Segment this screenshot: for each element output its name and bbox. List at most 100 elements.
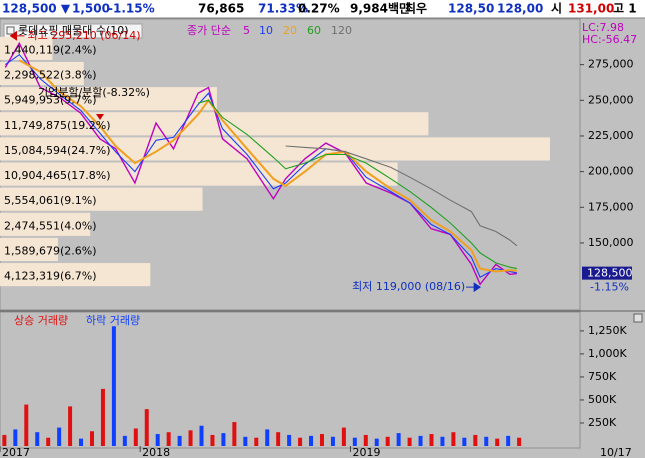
last-price: 128,500 [587, 267, 633, 280]
volume-bar [374, 438, 379, 446]
legend-entry: 상승 거래량 [14, 314, 68, 327]
header-item: 71.33% [258, 2, 308, 16]
y-tick-label: 250,000 [588, 93, 634, 106]
chart-title: 롯데쇼핑 매물대 수(10) [18, 24, 129, 37]
profile-label: 5,554,061(9.1%) [4, 194, 97, 207]
series-line [4, 53, 518, 278]
profile-label: 10,904,465(17.8%) [4, 169, 111, 182]
x-tick-label: 2019 [352, 446, 380, 458]
event-marker [96, 114, 104, 120]
high-marker [9, 30, 25, 41]
legend-entry: 20 [283, 24, 297, 37]
profile-label: 2,298,522(3.8%) [4, 69, 97, 82]
volume-bar [298, 437, 303, 446]
profile-bar [0, 237, 58, 262]
volume-bar [177, 435, 182, 446]
profile-label: 5,949,953(9.7%) [4, 94, 97, 107]
legend-entry: 하락 거래량 [86, 313, 140, 327]
profile-label: 15,084,594(24.7%) [4, 144, 111, 157]
profile-label: 11,749,875(19.2%) [4, 119, 111, 132]
volume-bar [122, 435, 127, 446]
volume-bar [68, 406, 73, 446]
volume-bar [232, 422, 237, 446]
volume-bar [133, 428, 138, 446]
last-price-box [582, 266, 632, 280]
legend-title: 종가 단순 [187, 24, 231, 37]
volume-bar [111, 326, 116, 446]
legend-entry: 60 [307, 24, 321, 37]
volume-bar [385, 436, 390, 446]
series-line [18, 59, 517, 273]
high-label: 최고 295,210 (06/14) [28, 29, 141, 42]
volume-bar [210, 434, 215, 446]
legend-entry: 10 [259, 24, 273, 37]
volume-bar [309, 435, 314, 446]
volume-bar [243, 436, 248, 446]
header: 128,500 ▼ 1,500-1.15% 76,865 71.33%0.27% 9,9… [2, 1, 637, 16]
volume-bar [484, 436, 489, 446]
y-tick-label: 1,250K [588, 324, 627, 337]
event-label: 기업분할/분할(-8.32%) [38, 86, 150, 99]
profile-bar [0, 112, 429, 136]
profile-bar [0, 212, 91, 236]
volume-bar [57, 427, 62, 446]
volume-bar [451, 432, 456, 446]
volume-bar [407, 437, 412, 446]
header-item: 131,00 [568, 2, 614, 16]
volume-bar [319, 434, 324, 446]
series-line [197, 99, 518, 270]
volume-bar [462, 437, 467, 446]
header-item: 128,500 ▼ [2, 2, 71, 16]
profile-label: 1,440,119(2.4%) [4, 43, 97, 56]
volume-bar [46, 437, 51, 446]
title-icon [6, 26, 15, 35]
y-tick-label: 150,000 [588, 236, 634, 249]
volume-bar [166, 432, 171, 446]
volume-bar [418, 435, 423, 446]
volume-bar [473, 434, 478, 446]
legend-entry: 5 [243, 24, 250, 37]
title-box [3, 23, 143, 39]
volume-bar [155, 434, 160, 446]
header-item: 시 [551, 2, 562, 16]
header-item: 최우 [405, 1, 427, 16]
legend-entry: 120 [331, 24, 352, 37]
volume-bar [341, 427, 346, 446]
volume-bar [287, 434, 292, 446]
volume-bar [265, 429, 270, 446]
header-item: 1,500 [72, 2, 110, 16]
header-item: 128,00 [497, 2, 543, 16]
y-tick-label: 275,000 [588, 58, 634, 71]
profile-label: 2,474,551(4.0%) [4, 219, 97, 232]
series-line [4, 41, 517, 286]
y-tick-label: 200,000 [588, 165, 634, 178]
indicator: HC:-56.47 [582, 33, 637, 46]
volume-bar [363, 434, 368, 446]
profile-label: 1,589,679(2.6%) [4, 244, 97, 257]
volume-bar [100, 388, 105, 446]
last-change: -1.15% [590, 281, 629, 294]
profile-label: 4,123,319(6.7%) [4, 270, 97, 283]
volume-bar [35, 432, 40, 446]
volume-bar [440, 436, 445, 446]
panel-button[interactable] [633, 313, 643, 323]
volume-bar [396, 433, 401, 446]
y-tick-label: 250K [588, 416, 617, 429]
x-tick-label: 2017 [2, 446, 30, 458]
header-bar [0, 0, 645, 18]
low-marker [466, 282, 482, 293]
volume-bar [13, 429, 18, 446]
plots: 150,000 175,000 200,000 225,000 250,000 275,0… [0, 21, 637, 458]
y-tick-label: 175,000 [588, 200, 634, 213]
volume-bar [199, 425, 204, 446]
volume-panel [0, 311, 581, 449]
volume-bar [188, 430, 193, 446]
low-label: 최저 119,000 (08/16) [352, 280, 465, 293]
volume-bar [276, 432, 281, 446]
volume-bar [506, 435, 511, 446]
y-tick-label: 500K [588, 393, 617, 406]
series-line [285, 145, 518, 247]
volume-bar [2, 434, 7, 446]
